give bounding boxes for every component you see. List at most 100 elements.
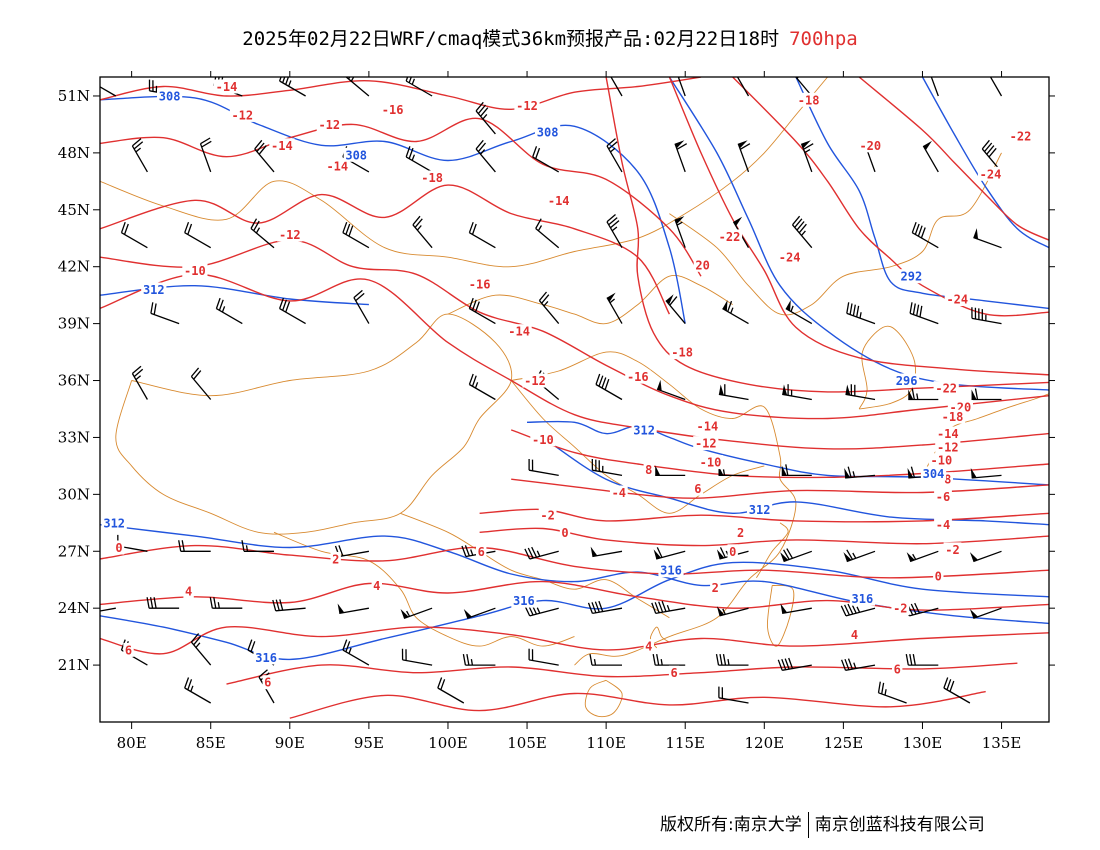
temperature-label: 6 [894,662,901,676]
temperature-label-bg [710,580,721,595]
wind-barb-half-tick [536,607,541,614]
wind-barb [400,607,433,620]
temperature-label: -14 [326,160,348,174]
wind-barb-tick [606,138,616,147]
temperature-label-bg [506,324,532,339]
wind-barb [178,540,211,552]
wind-barb-staff [254,148,275,173]
geopotential-label-bg [141,282,167,297]
wind-barb [943,677,971,704]
wind-barb-tick [153,597,157,609]
wind-barb-staff [131,145,148,173]
wind-barb [655,465,686,477]
wind-barb-staff [736,77,750,97]
copyright-company: 南京创蓝科技有限公司 [814,815,985,835]
wind-barb-staff [971,474,1002,479]
temperature-label-bg [643,462,654,477]
wind-barb-tick [803,143,814,150]
wind-barb-staff [845,664,876,671]
wind-barb [785,299,813,325]
wind-barb-flag [653,549,662,560]
temperature-label-bg [735,525,746,540]
wind-barb-staff [437,687,465,704]
wind-barb-tick [881,682,885,695]
wind-barb [845,384,876,401]
temperature-label: -10 [931,454,953,468]
wind-barb [909,302,939,325]
wind-barb-tick [345,641,351,653]
temperature-label-bg [113,540,125,555]
wind-barb-tick [93,601,97,612]
wind-barb-tick [466,653,470,666]
wind-barb-tick [412,215,421,226]
wind-barb-tick [737,69,746,76]
temperature-label-bg [269,138,295,153]
wind-barb [718,384,749,401]
wind-barb [528,459,559,477]
temperature-label-bg [944,292,970,306]
temperature-label-bg [849,627,860,642]
temperature-label: -12 [695,437,717,451]
wind-barb-staff [250,228,275,249]
wind-barb-flag [716,606,725,616]
geopotential-contour [542,436,1049,526]
wind-barb [342,639,370,666]
temperature-label: -14 [216,80,238,94]
wind-barb-half-tick [660,658,663,666]
wind-barb-tick [342,221,348,233]
x-tick-label: 80E [117,734,147,752]
wind-barb-tick [187,679,193,691]
wind-barb [190,633,212,666]
wind-barb-flag [606,292,616,302]
wind-barb-tick [250,218,258,229]
temperature-label: 6 [694,482,701,496]
wind-barb-half-tick [790,305,794,312]
axis-layer: 80E 85E 90E 95E 100E 105E 110E 115E 120E 125E 130E… [58,71,1055,752]
wind-barb-tick [258,669,268,678]
wind-barb-half-tick [474,382,479,389]
geopotential-label: 308 [159,90,181,104]
wind-barb [591,458,623,477]
geopotential-label: 308 [537,126,559,140]
geopotential-label-bg [747,502,773,517]
wind-barb-tick [795,67,802,76]
wind-barb [278,77,306,97]
wind-barb-flag [801,140,811,149]
temperature-label: -12 [524,374,546,388]
wind-barb [405,146,433,173]
wind-barb-tick [594,601,600,613]
wind-barb [877,681,907,704]
wind-barb-staff [345,77,370,97]
wind-barb-flag [590,546,598,557]
temperature-label: -22 [935,382,957,396]
wind-barb-tick [844,604,850,616]
geopotential-label: 312 [143,283,165,297]
wind-barb-half-tick [611,226,618,232]
wind-barb-half-tick [856,606,861,613]
wind-barb [791,215,813,249]
temperature-label: 8 [944,473,951,487]
geopotential-label: 316 [660,564,682,578]
temperature-label: 4 [185,585,192,599]
wind-barb-staff [131,373,148,400]
temperature-label-bg [933,568,944,583]
wind-barb-tick [275,599,280,611]
wind-barb [209,597,243,609]
wind-barb-staff [529,607,559,617]
wind-barb-flag [722,299,728,312]
temperature-contour [100,625,1049,655]
temperature-label: -10 [184,264,206,278]
wind-barb-tick [146,597,150,609]
wind-barb-staff [782,607,812,615]
wind-barb-flag [973,228,979,240]
wind-barb-staff [592,469,623,477]
wind-barb [777,657,812,671]
wind-barb-tick [353,289,363,299]
temperature-label: 2 [332,552,339,566]
wind-barb-tick [201,140,212,148]
wind-barb-tick [981,139,990,150]
wind-barb-tick [844,658,850,670]
wind-barb-tick [798,223,807,234]
boundary-line [115,313,513,535]
